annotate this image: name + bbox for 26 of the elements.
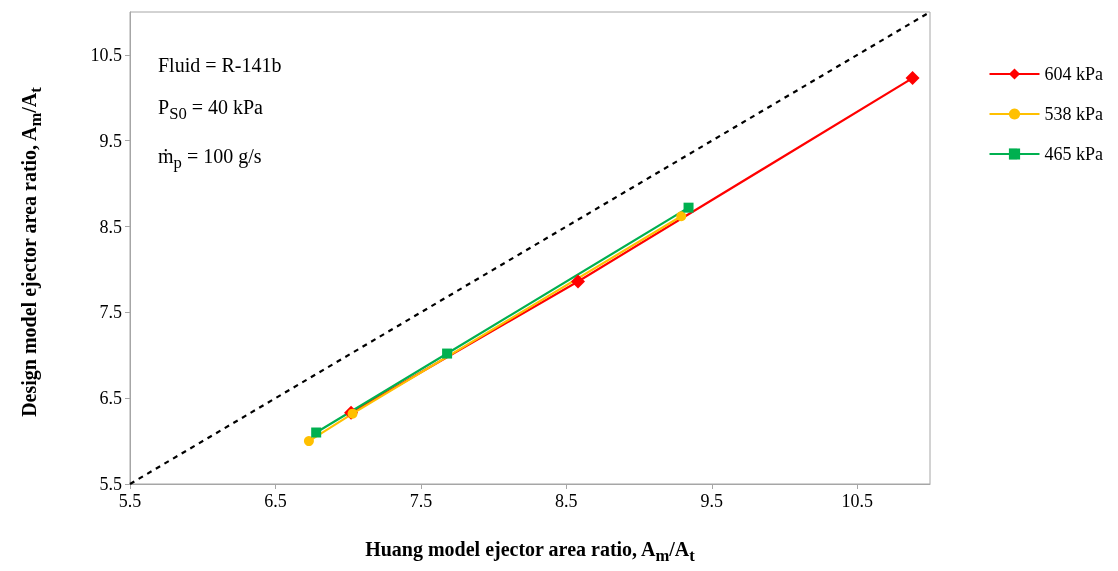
x-tick-label: 8.5 (555, 491, 578, 511)
point (442, 348, 453, 359)
y-tick-label: 9.5 (99, 130, 122, 151)
legend-label: 465 kPa (1044, 144, 1104, 164)
point (303, 436, 314, 447)
point (676, 211, 687, 222)
point (683, 202, 694, 213)
x-tick-label: 6.5 (264, 491, 287, 511)
legend-label: 604 kPa (1044, 64, 1104, 84)
x-tick-label: 9.5 (700, 491, 724, 511)
annotation: Fluid = R-141b (158, 53, 282, 78)
y-tick-label: 5.5 (99, 474, 122, 494)
legend-label: 538 kPa (1044, 104, 1104, 124)
annotation: ṁ$_{p}$ = 100 g/s (158, 144, 263, 174)
y-tick-label: 6.5 (99, 388, 122, 409)
annotation: P$_{S0}$ = 40 kPa (158, 95, 264, 125)
x-axis-title: Huang model ejector area ratio, A$_{m}$/A$_{t}$ (364, 538, 696, 566)
x-tick-label: 7.5 (409, 491, 433, 511)
y-tick-label: 10.5 (90, 44, 122, 65)
y-tick-label: 7.5 (99, 302, 122, 323)
point (571, 274, 585, 289)
point (311, 427, 322, 438)
point (905, 71, 920, 86)
x-tick-label: 10.5 (841, 491, 874, 511)
x-tick-label: 5.5 (118, 491, 142, 511)
y-tick-label: 8.5 (99, 216, 122, 237)
